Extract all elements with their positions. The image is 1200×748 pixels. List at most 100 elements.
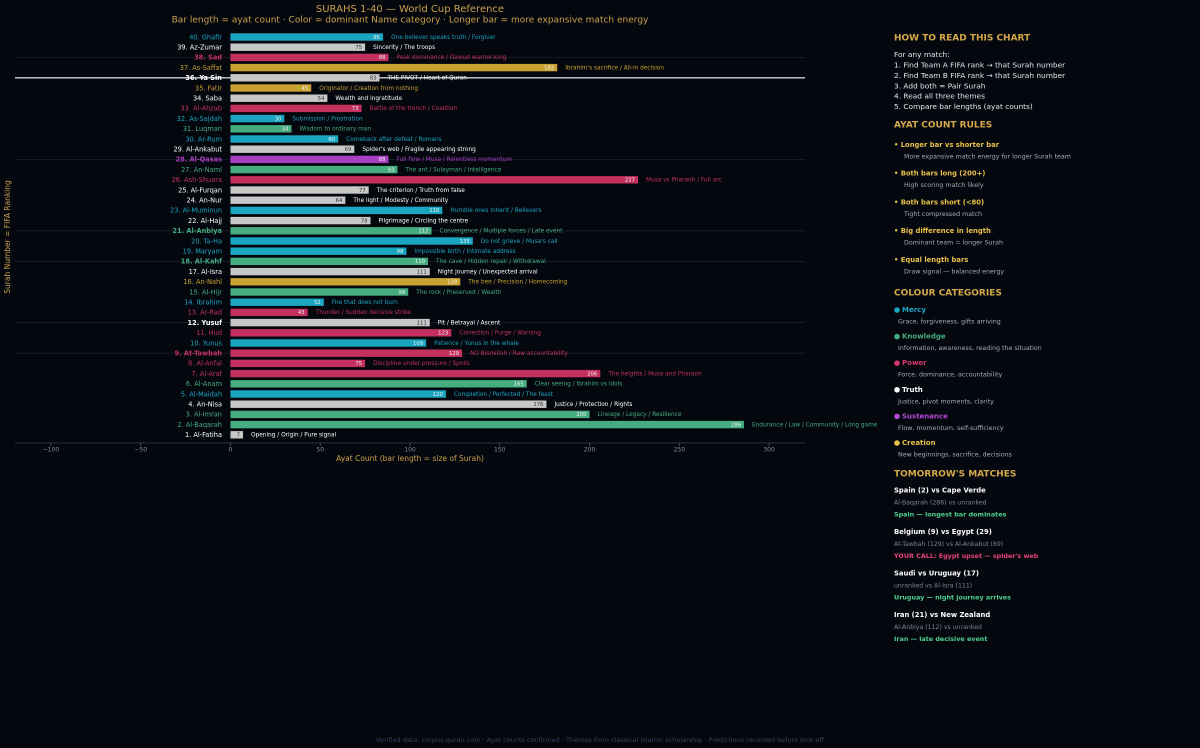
bar-value-label: 286 (731, 422, 742, 428)
x-tick-label: 300 (763, 447, 775, 454)
bar (230, 94, 328, 102)
y-tick-label: 39. Az-Zumar (177, 44, 222, 52)
y-tick-label: 19. Maryam (183, 248, 222, 256)
bar-value-label: 83 (370, 76, 377, 82)
bar-theme: THE PIVOT / Heart of Quran (386, 76, 467, 82)
bar-value-label: 34 (282, 127, 289, 133)
bar-theme: Lineage / Legacy / Resilience (598, 412, 682, 418)
legend-dot (894, 413, 900, 420)
bar-value-label: 123 (438, 331, 448, 337)
bar-value-label: 112 (418, 229, 428, 235)
match-title: Saudi vs Uruguay (17) (894, 570, 979, 578)
legend-text: Force, dominance, accountability (898, 372, 1003, 379)
bar-theme: The rock / Preserved / Wealth (415, 290, 502, 296)
y-tick-label: 36. Ya Sin (185, 74, 222, 82)
bar-theme: Musa vs Pharaoh / Full arc (646, 178, 722, 184)
bar-theme: Wisdom to ordinary man (300, 127, 372, 133)
bar (230, 318, 430, 327)
bar-theme: One believer speaks truth / Forgiver (391, 35, 496, 41)
bar-theme: Submission / Prostration (292, 116, 363, 122)
bar-theme: Pilgrimage / Circling the centre (379, 218, 469, 224)
bar-value-label: 73 (352, 106, 359, 112)
bar-value-label: 85 (373, 35, 380, 41)
legend-dot (894, 360, 900, 367)
x-tick-label: −50 (134, 447, 147, 454)
y-tick-label: 35. Fatir (195, 84, 222, 92)
x-tick-label: 100 (404, 447, 416, 454)
y-tick-label: 10. Yunus (190, 339, 222, 347)
bar (230, 237, 473, 245)
bar-value-label: 93 (388, 167, 395, 173)
bar-value-label: 129 (449, 351, 459, 357)
bar-theme: Originator / Creation from nothing (319, 86, 418, 92)
match-call: Uruguay — night journey arrives (894, 594, 1011, 602)
bar-value-label: 45 (302, 86, 309, 92)
bar-value-label: 118 (429, 208, 440, 214)
y-tick-label: 13. Ar-Rad (188, 309, 222, 317)
y-tick-label: 31. Luqman (183, 125, 222, 133)
bar-value-label: 99 (398, 290, 405, 296)
match-detail: Al-Baqarah (286) vs unranked (894, 500, 987, 507)
rule-text: Dominant team = longer Surah (904, 240, 1003, 247)
bar (230, 43, 366, 51)
legend-text: Grace, forgiveness, gifts arriving (898, 319, 1001, 326)
section-heading: AYAT COUNT RULES (894, 121, 992, 131)
bar-theme: Patience / Yunus in the whale (434, 341, 519, 347)
bar-value-label: 54 (318, 96, 325, 102)
legend-text: Information, awareness, reading the situ… (898, 345, 1042, 352)
bar-value-label: 206 (587, 371, 598, 377)
bar (230, 186, 369, 194)
bar-value-label: 111 (417, 269, 427, 275)
match-title: Iran (21) vs New Zealand (894, 611, 990, 619)
bar (230, 298, 324, 306)
bar (230, 431, 244, 439)
bar (230, 267, 430, 276)
y-tick-label: 1. Al-Fatiha (185, 431, 222, 439)
legend-name: Creation (902, 439, 936, 447)
y-tick-label: 5. Al-Maidah (181, 390, 222, 398)
bar-value-label: 52 (314, 300, 321, 306)
bar-value-label: 88 (379, 55, 386, 61)
bar (230, 176, 639, 184)
bar-value-label: 227 (625, 178, 635, 184)
y-tick-label: 15. Al-Hijr (189, 288, 222, 296)
legend-text: New beginnings, sacrifice, decisions (898, 452, 1012, 459)
y-tick-label: 25. Al-Furqan (178, 186, 222, 194)
bar-theme: Wealth and ingratitude (335, 96, 402, 102)
rule-title: • Longer bar vs shorter bar (894, 141, 1000, 149)
legend-name: Truth (902, 386, 923, 394)
bar-theme: Do not grieve / Musa's call (481, 239, 558, 245)
match-detail: Al-Anbiya (112) vs unranked (894, 624, 982, 631)
bar (230, 63, 558, 72)
rule-title: • Both bars short (<80) (894, 198, 984, 206)
bar-value-label: 128 (447, 280, 458, 286)
bar (230, 380, 527, 388)
x-axis-label: Ayat Count (bar length = size of Surah) (336, 454, 484, 463)
y-tick-label: 24. An-Nur (187, 197, 223, 205)
bar (230, 145, 355, 153)
instruction-step: 3. Add both = Pair Surah (894, 81, 986, 90)
bar-value-label: 88 (379, 157, 386, 163)
match-detail: At-Tawbah (129) vs Al-Ankabut (69) (894, 541, 1003, 548)
bar-theme: The heights / Musa and Pharaoh (607, 371, 702, 377)
rule-text: High scoring match likely (904, 182, 984, 189)
bar (230, 369, 601, 378)
y-tick-label: 21. Al-Anbiya (172, 227, 222, 235)
rule-text: Draw signal — balanced energy (904, 268, 1004, 275)
y-tick-label: 6. Al-Anam (186, 380, 222, 388)
y-tick-label: 34. Saba (193, 95, 222, 103)
bar (230, 125, 292, 133)
y-tick-label: 2. Al-Baqarah (177, 421, 222, 429)
bar-theme: Clear seeing / Ibrahim vs idols (535, 382, 623, 388)
bar (230, 216, 371, 225)
bar-theme: Full flow / Musa / Relentless momentum (396, 157, 512, 163)
bar (230, 206, 443, 215)
bar-theme: Ibrahim's sacrifice / All-in decision (565, 65, 664, 71)
bar-theme: The criterion / Truth from false (376, 188, 466, 194)
match-call: Spain — longest bar dominates (894, 511, 1007, 519)
bar-value-label: 98 (397, 249, 404, 255)
bar-theme: The cave / Hidden repair / Withdrawal (435, 259, 546, 265)
bar-theme: The light / Modesty / Community (352, 198, 448, 204)
x-tick-label: 250 (674, 447, 686, 454)
